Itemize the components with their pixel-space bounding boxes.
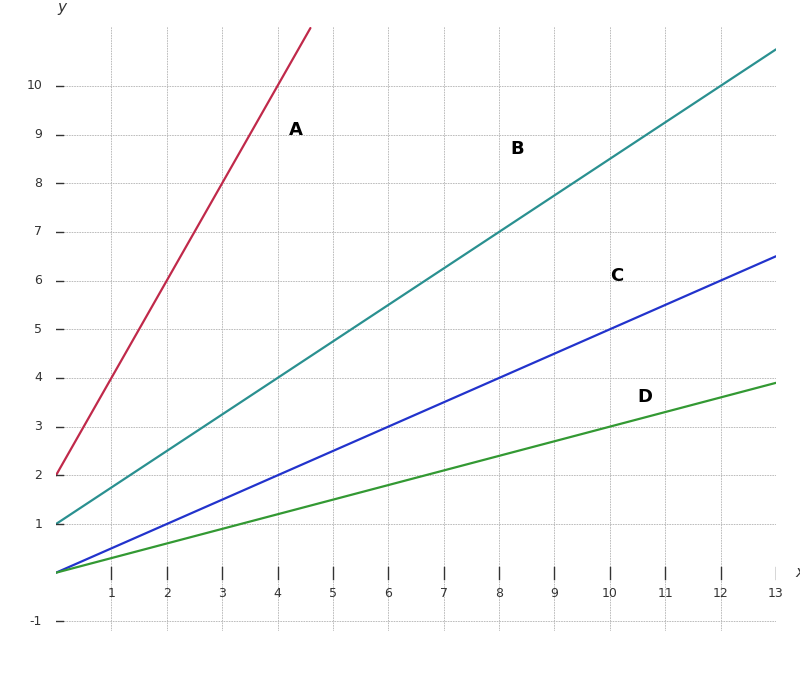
Text: 8: 8 [495,587,503,600]
Text: 7: 7 [34,226,42,239]
Text: 11: 11 [658,587,673,600]
Text: x: x [795,565,800,580]
Text: 4: 4 [274,587,282,600]
Text: 3: 3 [34,420,42,433]
Text: 8: 8 [34,177,42,190]
Text: 9: 9 [550,587,558,600]
Text: 4: 4 [34,371,42,384]
Text: C: C [610,267,623,285]
Text: 6: 6 [384,587,392,600]
Text: -1: -1 [30,615,42,628]
Text: 5: 5 [329,587,337,600]
Text: D: D [638,388,653,406]
Text: y: y [57,0,66,15]
Text: 1: 1 [107,587,115,600]
Text: 9: 9 [34,128,42,141]
Text: 10: 10 [26,80,42,93]
Text: B: B [510,140,524,158]
Text: A: A [289,121,302,139]
Text: 12: 12 [713,587,729,600]
Text: 5: 5 [34,323,42,335]
Text: 2: 2 [34,469,42,482]
Text: 2: 2 [163,587,170,600]
Text: 6: 6 [34,274,42,287]
Text: 7: 7 [440,587,448,600]
Text: 1: 1 [34,517,42,530]
Text: 10: 10 [602,587,618,600]
Text: 3: 3 [218,587,226,600]
Text: 13: 13 [768,587,784,600]
